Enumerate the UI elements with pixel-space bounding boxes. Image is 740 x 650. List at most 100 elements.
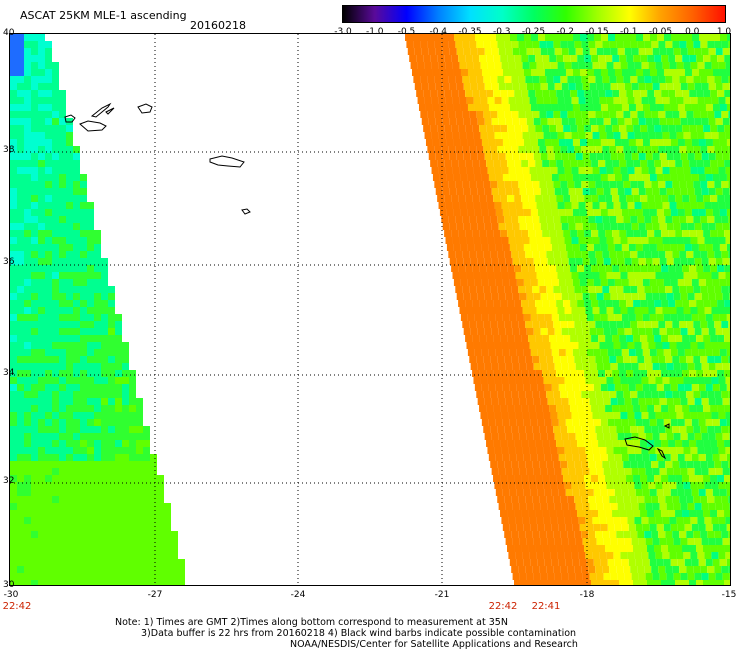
east-swath-cell (726, 419, 730, 426)
east-swath-cell (528, 300, 536, 307)
east-swath-cell (474, 104, 482, 111)
east-swath-cell (624, 328, 632, 335)
east-swath-cell (543, 62, 551, 69)
east-swath-cell (565, 104, 573, 111)
east-swath-cell (715, 468, 723, 475)
east-swath-cell (539, 356, 547, 363)
east-swath-cell (491, 468, 499, 475)
east-swath-cell (602, 321, 610, 328)
east-swath-cell (704, 517, 712, 524)
east-swath-cell (600, 174, 608, 181)
east-swath-cell (512, 118, 520, 125)
west-swath-cell (17, 524, 24, 531)
east-swath-cell (547, 363, 555, 370)
east-swath-cell (479, 335, 487, 342)
east-swath-cell (704, 412, 712, 419)
west-swath-cell (150, 461, 157, 468)
east-swath-cell (596, 48, 604, 55)
east-swath-cell (600, 139, 608, 146)
east-swath-cell (670, 209, 678, 216)
east-swath-cell (659, 293, 667, 300)
east-swath-cell (651, 251, 659, 258)
west-swath-cell (31, 433, 38, 440)
west-swath-cell (157, 496, 164, 503)
east-swath-cell (726, 139, 730, 146)
east-swath-cell (656, 559, 664, 566)
east-swath-cell (647, 195, 655, 202)
west-swath-cell (108, 405, 115, 412)
east-swath-cell (505, 258, 513, 265)
west-swath-cell (66, 286, 73, 293)
west-swath-cell (80, 468, 87, 475)
east-swath-cell (719, 174, 727, 181)
east-swath-cell (549, 580, 557, 585)
east-swath-cell (722, 153, 730, 160)
west-swath-cell (66, 230, 73, 237)
east-swath-cell (526, 293, 534, 300)
west-swath-cell (31, 237, 38, 244)
west-swath-cell (45, 139, 52, 146)
east-swath-cell (634, 342, 642, 349)
east-swath-cell (714, 76, 722, 83)
west-swath-cell (45, 321, 52, 328)
east-swath-cell (561, 398, 569, 405)
east-swath-cell (662, 342, 670, 349)
east-swath-cell (663, 489, 671, 496)
east-swath-cell (568, 503, 576, 510)
west-swath-cell (52, 384, 59, 391)
east-swath-cell (532, 321, 540, 328)
east-swath-cell (602, 461, 610, 468)
east-swath-cell (672, 391, 680, 398)
east-swath-cell (641, 342, 649, 349)
west-swath-cell (45, 398, 52, 405)
west-swath-cell (24, 55, 31, 62)
east-swath-cell (585, 377, 593, 384)
west-swath-cell (38, 223, 45, 230)
east-swath-cell (477, 363, 485, 370)
east-swath-cell (704, 307, 712, 314)
west-swath-cell (129, 503, 136, 510)
east-swath-cell (722, 433, 730, 440)
west-swath-cell (52, 538, 59, 545)
west-swath-cell (10, 41, 17, 48)
east-swath-cell (586, 454, 594, 461)
east-swath-cell (607, 139, 615, 146)
east-swath-cell (656, 384, 664, 391)
lat-label-34: 34 (3, 368, 15, 378)
west-swath-cell (24, 573, 31, 580)
east-swath-cell (438, 202, 446, 209)
east-swath-cell (585, 62, 593, 69)
east-swath-cell (715, 118, 723, 125)
west-swath-cell (150, 552, 157, 559)
east-swath-cell (554, 188, 562, 195)
east-swath-cell (638, 293, 646, 300)
east-swath-cell (497, 111, 505, 118)
east-swath-cell (458, 55, 466, 62)
east-swath-cell (603, 328, 611, 335)
island-outline (90, 102, 112, 118)
west-swath-cell (10, 230, 17, 237)
east-swath-cell (606, 97, 614, 104)
west-swath-cell (129, 559, 136, 566)
east-swath-cell (579, 139, 587, 146)
east-swath-cell (680, 503, 688, 510)
east-swath-cell (512, 153, 520, 160)
east-swath-cell (424, 97, 432, 104)
east-swath-cell (689, 510, 697, 517)
east-swath-cell (638, 398, 646, 405)
east-swath-cell (615, 34, 622, 41)
east-swath-cell (700, 496, 708, 503)
east-swath-cell (514, 90, 522, 97)
east-swath-cell (637, 41, 645, 48)
east-swath-cell (508, 237, 516, 244)
west-swath-cell (122, 468, 129, 475)
west-swath-cell (31, 412, 38, 419)
east-swath-cell (600, 104, 608, 111)
east-swath-cell (526, 153, 534, 160)
west-swath-cell (38, 419, 45, 426)
east-swath-cell (721, 181, 729, 188)
east-swath-cell (710, 160, 718, 167)
east-swath-cell (726, 454, 730, 461)
west-swath-cell (52, 573, 59, 580)
east-swath-cell (599, 237, 607, 244)
